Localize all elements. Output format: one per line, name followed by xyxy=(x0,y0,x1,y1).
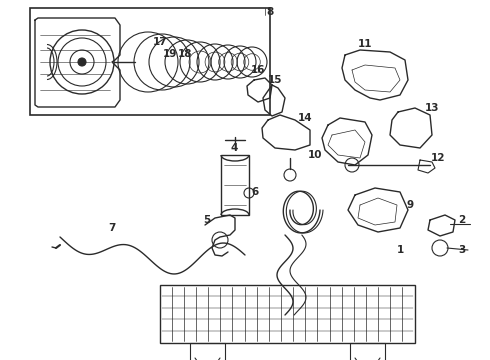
Circle shape xyxy=(78,58,86,66)
Text: 17: 17 xyxy=(153,37,167,47)
Text: 9: 9 xyxy=(406,200,414,210)
Bar xyxy=(221,155,249,215)
Text: 7: 7 xyxy=(108,223,116,233)
Bar xyxy=(30,8,270,115)
Text: 10: 10 xyxy=(308,150,322,160)
Text: 8: 8 xyxy=(267,7,273,17)
Text: 16: 16 xyxy=(251,65,265,75)
Text: 2: 2 xyxy=(458,215,466,225)
Bar xyxy=(350,343,385,360)
Text: 11: 11 xyxy=(358,39,372,49)
Text: 5: 5 xyxy=(203,215,211,225)
Text: 1: 1 xyxy=(396,245,404,255)
Bar xyxy=(190,343,225,360)
Text: 4: 4 xyxy=(230,143,238,153)
Text: 15: 15 xyxy=(268,75,282,85)
Text: 14: 14 xyxy=(298,113,312,123)
Text: 12: 12 xyxy=(431,153,445,163)
Bar xyxy=(160,285,415,343)
Text: 13: 13 xyxy=(425,103,439,113)
Text: 18: 18 xyxy=(178,49,192,59)
Text: 3: 3 xyxy=(458,245,466,255)
Text: 6: 6 xyxy=(251,187,259,197)
Text: 19: 19 xyxy=(163,49,177,59)
